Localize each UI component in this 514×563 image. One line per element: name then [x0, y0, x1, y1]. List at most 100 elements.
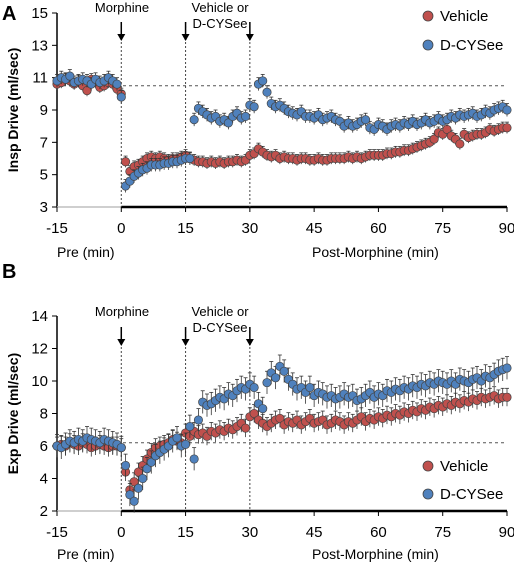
data-point: [146, 457, 156, 467]
data-point: [258, 76, 268, 86]
x-axis-label-pre: Pre (min): [57, 546, 115, 562]
data-point: [275, 413, 285, 423]
x-tick-label: -15: [46, 220, 68, 237]
event-label: Vehicle or D-CYSee: [191, 304, 249, 335]
data-point: [129, 496, 139, 506]
y-tick-label: 5: [40, 167, 48, 184]
data-point: [172, 433, 182, 443]
data-point: [271, 373, 281, 383]
y-tick-label: 9: [40, 102, 48, 119]
x-tick-label: 75: [434, 220, 451, 237]
event-arrow-head: [181, 34, 190, 41]
legend-marker: [422, 488, 434, 500]
panel-letter: A: [2, 3, 16, 25]
data-point: [193, 415, 203, 425]
legend-label: D-CYSee: [440, 486, 503, 503]
x-tick-label: 30: [242, 220, 259, 237]
x-tick-label: 15: [177, 524, 194, 541]
x-tick-label: 15: [177, 220, 194, 237]
x-tick-label: 0: [117, 524, 125, 541]
y-tick-label: 13: [31, 37, 48, 54]
x-tick-label: 45: [306, 524, 323, 541]
data-point: [185, 421, 195, 432]
x-tick-label: 45: [306, 220, 323, 237]
data-point: [133, 483, 143, 493]
event-arrow-head: [245, 34, 254, 41]
y-tick-label: 10: [31, 373, 48, 390]
x-tick-label: 30: [242, 524, 259, 541]
data-point: [121, 157, 131, 167]
data-point: [185, 153, 195, 164]
y-tick-label: 8: [40, 406, 48, 423]
x-tick-label: 60: [370, 220, 387, 237]
data-point: [241, 423, 251, 433]
data-point: [262, 378, 272, 388]
data-point: [249, 102, 259, 112]
event-arrow-head: [117, 34, 126, 41]
data-point: [189, 454, 199, 464]
panel-letter: B: [2, 261, 16, 283]
event-label: Vehicle or D-CYSee: [191, 0, 249, 31]
event-arrow-head: [245, 339, 254, 346]
data-point: [361, 115, 371, 125]
data-point: [138, 473, 148, 484]
data-point: [125, 490, 135, 500]
data-point: [142, 464, 152, 474]
legend-marker: [422, 460, 434, 472]
x-axis-label-post: Post-Morphine (min): [312, 244, 439, 260]
data-point: [181, 439, 191, 449]
data-point: [429, 134, 439, 144]
legend-marker: [422, 10, 434, 22]
y-tick-label: 15: [31, 5, 48, 22]
event-arrow-head: [117, 339, 126, 346]
data-point: [121, 460, 131, 471]
data-point: [502, 105, 512, 115]
y-axis-label: Exp Drive (ml/sec): [5, 353, 21, 474]
data-point: [502, 123, 512, 133]
y-tick-label: 2: [40, 503, 48, 520]
data-point: [241, 111, 251, 122]
data-point: [279, 366, 289, 376]
legend-marker: [422, 39, 434, 51]
x-axis-label-pre: Pre (min): [57, 244, 115, 260]
y-tick-label: 7: [40, 134, 48, 151]
data-point: [189, 115, 199, 125]
x-tick-label: -15: [46, 524, 68, 541]
event-label: Morphine: [95, 0, 149, 15]
data-point: [249, 382, 259, 393]
x-tick-label: 75: [434, 524, 451, 541]
y-tick-label: 3: [40, 199, 48, 216]
x-tick-label: 90: [499, 524, 514, 541]
data-point: [112, 79, 122, 89]
panel-a: A Insp Drive (ml/sec) 3 5 7 9 11 13 15 -15 0 15 30 45…: [2, 0, 514, 260]
y-tick-label: 11: [32, 70, 48, 87]
series-d-cysee: [52, 69, 512, 193]
x-tick-label: 60: [370, 524, 387, 541]
data-point: [116, 443, 126, 453]
y-tick-label: 6: [40, 438, 48, 455]
data-point: [305, 382, 315, 393]
x-tick-label: 90: [499, 220, 514, 237]
y-axis-label: Insp Drive (ml/sec): [5, 48, 21, 173]
y-tick-label: 12: [31, 341, 48, 358]
data-point: [502, 392, 512, 402]
legend-label: Vehicle: [440, 8, 488, 25]
data-point: [502, 363, 512, 373]
x-axis-label-post: Post-Morphine (min): [312, 546, 439, 562]
series-d-cysee: [52, 354, 512, 513]
data-point: [262, 87, 272, 97]
data-point: [116, 92, 126, 102]
event-arrow-head: [181, 339, 190, 346]
legend-label: D-CYSee: [440, 37, 503, 54]
event-label: Morphine: [95, 304, 149, 319]
data-point: [455, 139, 465, 149]
legend-label: Vehicle: [440, 458, 488, 475]
panel-b: B Exp Drive (ml/sec) 2 4 6 8 10 12 14 -15 0 15 30 45 6…: [2, 261, 514, 562]
x-tick-label: 0: [117, 220, 125, 237]
data-point: [258, 404, 268, 414]
y-tick-label: 14: [31, 308, 48, 325]
data-point: [223, 118, 233, 128]
y-tick-label: 4: [40, 471, 48, 488]
data-point: [65, 71, 75, 81]
